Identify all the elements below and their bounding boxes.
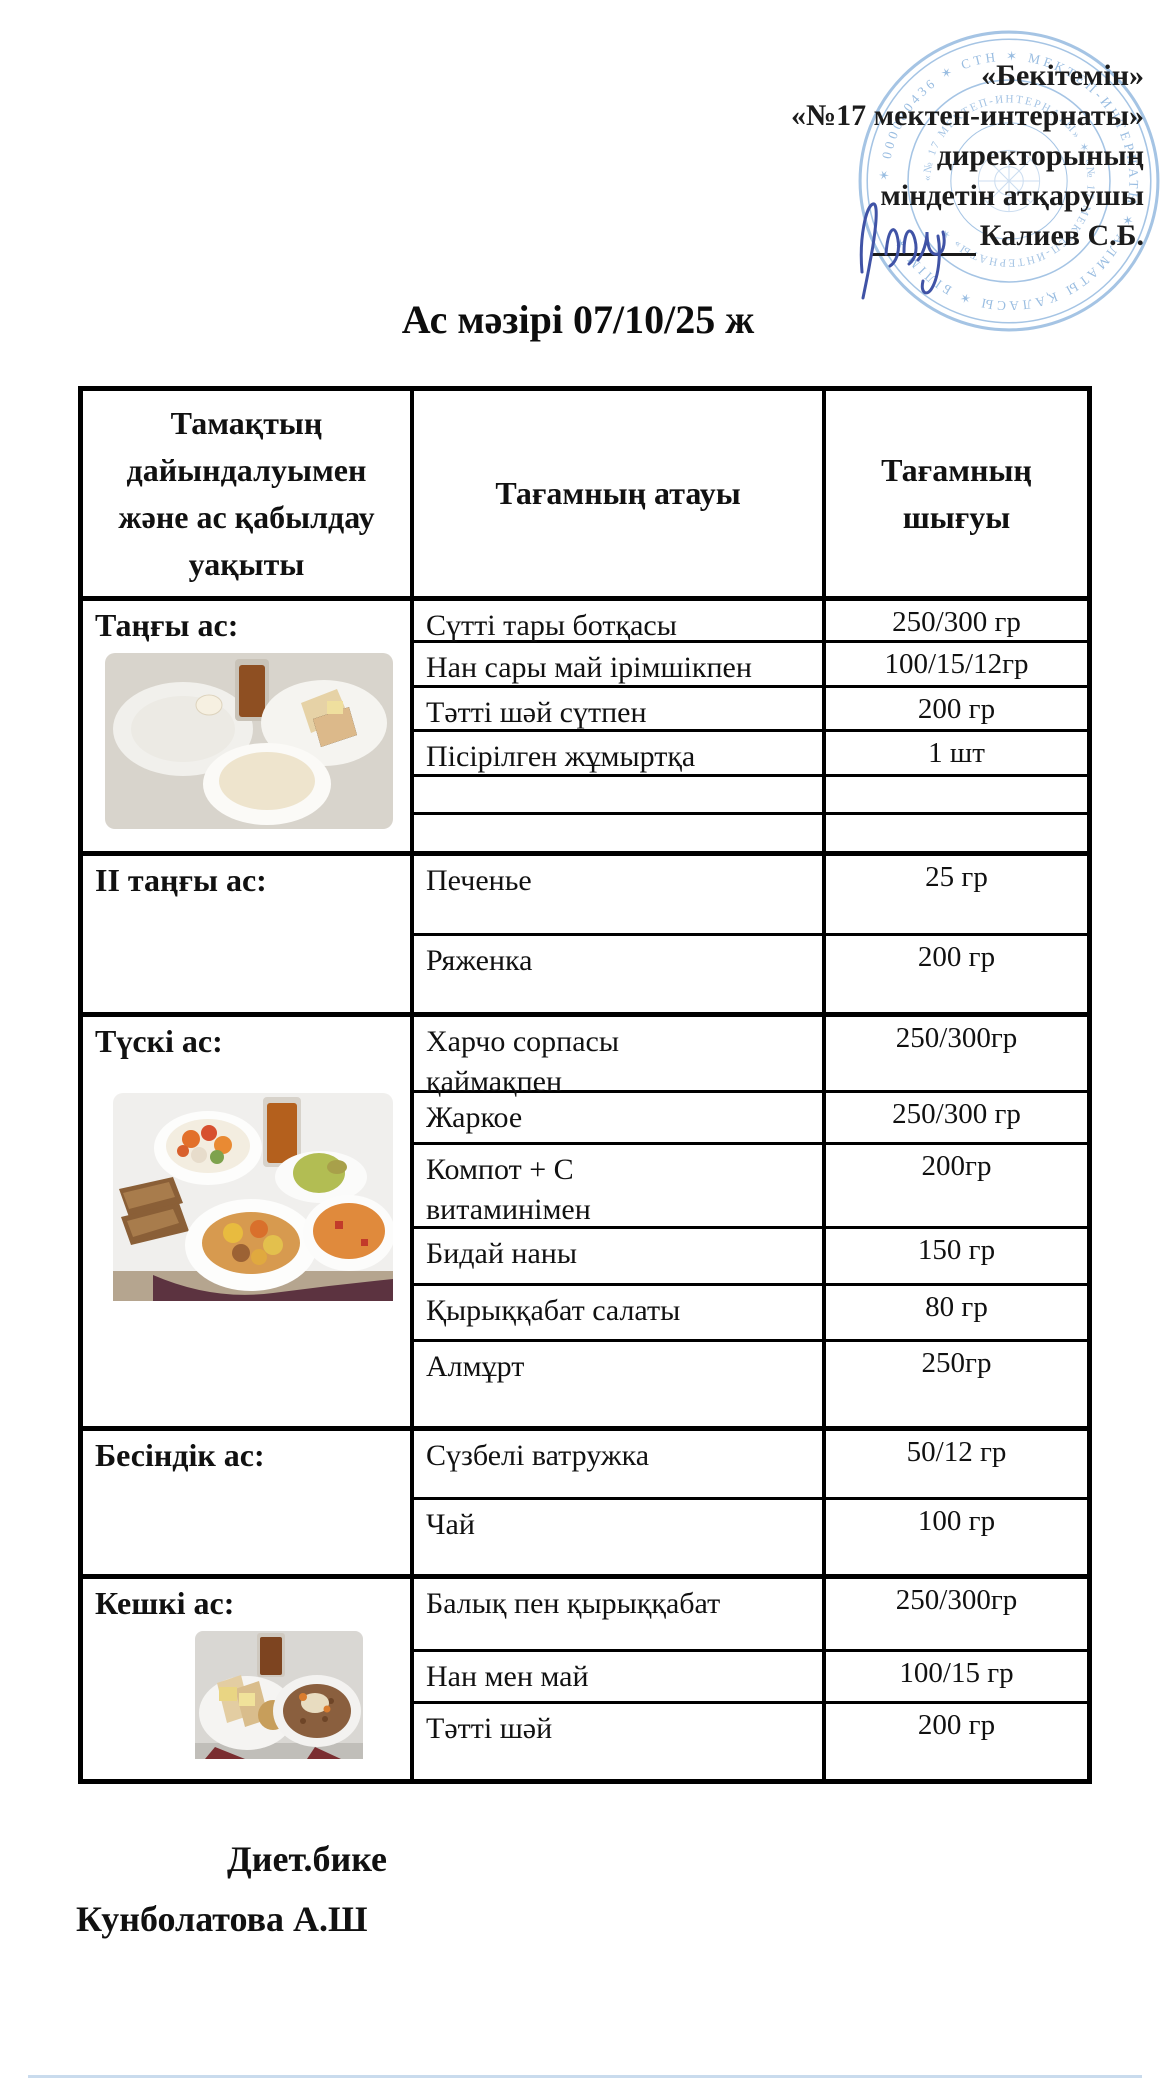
page-title: Ас мәзірі 07/10/25 ж [401,297,755,342]
meal-label: Бесіндік ас: [95,1437,265,1473]
dish-row: Печенье 25 гр [414,856,1087,936]
table-header-output: Тағамның шығуы [881,451,1032,535]
table-header-dish: Тағамның атауы [414,391,826,596]
dish-name-cell: Нан мен май [414,1652,826,1701]
dish-qty-cell [826,815,1087,851]
signature-line [871,223,976,256]
approval-block: «Бекітемін» «№17 мектеп-интернаты» дирек… [791,56,1144,256]
dish-name-cell: Алмұрт [414,1342,826,1426]
dish-row: Ряженка 200 гр [414,936,1087,1012]
dish-name-cell: Қырыққабат салаты [414,1286,826,1339]
dish-row: Жаркое 250/300 гр [414,1093,1087,1145]
dish-row: Тәтті шәй 200 гр [414,1704,1087,1779]
dish-row: Балық пен қырыққабат 250/300гр [414,1579,1087,1652]
dinner-photo [195,1631,363,1759]
dish-name-cell: Балық пен қырыққабат [414,1579,826,1649]
dish-name-cell: Нан сары май ірімшікпен [414,643,826,685]
dish-qty-cell: 100/15/12гр [884,648,1029,680]
table-header-time: Тамақтың дайындалуымен және ас қабылдау … [83,391,414,596]
dish-qty-cell: 150 гр [917,1234,996,1266]
dish-qty-cell: 100 гр [917,1505,996,1537]
dish-qty-cell: 200 гр [917,693,996,725]
dish-name-cell: Тәтті шәй сүтпен [414,688,826,729]
dish-row: Харчо сорпасы қаймақпен 250/300гр [414,1017,1087,1098]
dish-row [414,777,1087,815]
approval-line: «№17 мектеп-интернаты» [791,99,1144,132]
dish-qty-cell: 200 гр [917,941,996,973]
dish-name-cell: Ряженка [414,936,826,1012]
dish-qty-cell: 100/15 гр [899,1657,1014,1689]
meal-section-breakfast: Таңғы ас: [83,596,1087,851]
meal-section-dinner: Кешкі ас: [83,1574,1087,1779]
dish-qty-cell: 25 гр [925,861,988,893]
dish-row: Қырыққабат салаты 80 гр [414,1286,1087,1342]
dish-qty-cell [826,777,1087,812]
dish-name-cell: Харчо сорпасы қаймақпен [414,1017,826,1098]
dietitian-role: Диет.бике [227,1839,388,1879]
menu-table: Тамақтың дайындалуымен және ас қабылдау … [78,386,1092,1784]
dish-qty-cell: 50/12 гр [906,1436,1007,1468]
dish-name-cell [414,815,826,851]
dish-name-cell [414,777,826,812]
dish-qty-cell: 200гр [921,1150,992,1182]
meal-time-cell: Таңғы ас: [83,601,414,851]
meal-label: ІІ таңғы ас: [95,862,267,898]
dish-row: Алмұрт 250гр [414,1342,1087,1426]
dish-row [414,815,1087,851]
dish-qty-cell: 250/300гр [895,1584,1018,1616]
dish-name-cell: Жаркое [414,1093,826,1142]
lunch-photo [113,1093,393,1301]
dish-row: Компот + С витаминімен 200гр [414,1145,1087,1229]
meal-section-snack: Бесіндік ас: Сүзбелі ватружка 50/12 гр Ч… [83,1426,1087,1574]
dish-qty-cell: 250/300 гр [892,606,1021,638]
official-stamp: ✶ 000080436 ✶ СТН ✶ МЕКТЕП-ИНТЕРНАТЫ ✶ А… [858,30,1160,332]
meal-section-second-breakfast: ІІ таңғы ас: Печенье 25 гр Ряженка 200 г… [83,851,1087,1012]
dish-row: Нан сары май ірімшікпен 100/15/12гр [414,643,1087,688]
dish-row: Нан мен май 100/15 гр [414,1652,1087,1704]
dish-row: Чай 100 гр [414,1500,1087,1574]
dish-qty-cell: 1 шт [928,737,985,769]
scan-artifact-line [28,2075,1142,2078]
table-header-row: Тамақтың дайындалуымен және ас қабылдау … [83,391,1087,596]
dish-qty-cell: 250/300гр [895,1022,1018,1054]
meal-time-cell: Бесіндік ас: [83,1431,414,1574]
meal-time-cell: Түскі ас: [83,1017,414,1426]
dish-row: Бидай наны 150 гр [414,1229,1087,1286]
dish-name-cell: Чай [414,1500,826,1574]
dish-qty-cell: 80 гр [925,1291,988,1323]
approval-line: «Бекітемін» [981,59,1144,92]
dietitian-name: Кунболатова А.Ш [76,1899,368,1939]
dish-name-cell: Бидай наны [414,1229,826,1283]
signatory-name: Калиев С.Б. [979,219,1144,252]
meal-label: Таңғы ас: [95,607,239,643]
dish-name-cell: Сүтті тары ботқасы [414,601,826,642]
dish-name-cell: Пісірілген жұмыртқа [414,732,826,774]
dish-qty-cell: 200 гр [917,1709,996,1741]
dish-name-cell: Печенье [414,856,826,933]
dish-row: Сүтті тары ботқасы 250/300 гр [414,601,1087,643]
meal-label: Түскі ас: [95,1023,223,1059]
meal-time-cell: ІІ таңғы ас: [83,856,414,1012]
breakfast-photo [105,653,393,829]
signature-scribble [859,202,946,300]
dish-row: Сүзбелі ватружка 50/12 гр [414,1431,1087,1500]
approval-line: міндетін атқарушы [880,179,1144,212]
dish-name-cell: Компот + С витаминімен [414,1145,826,1226]
dish-qty-cell: 250гр [921,1347,992,1379]
meal-time-cell: Кешкі ас: [83,1579,414,1779]
dish-row: Пісірілген жұмыртқа 1 шт [414,732,1087,777]
dish-row: Тәтті шәй сүтпен 200 гр [414,688,1087,732]
dish-name-cell: Тәтті шәй [414,1704,826,1779]
approval-line: директорының [936,139,1144,172]
meal-section-lunch: Түскі ас: [83,1012,1087,1426]
dish-name-cell: Сүзбелі ватружка [414,1431,826,1497]
meal-label: Кешкі ас: [95,1585,235,1621]
dish-qty-cell: 250/300 гр [892,1098,1021,1130]
